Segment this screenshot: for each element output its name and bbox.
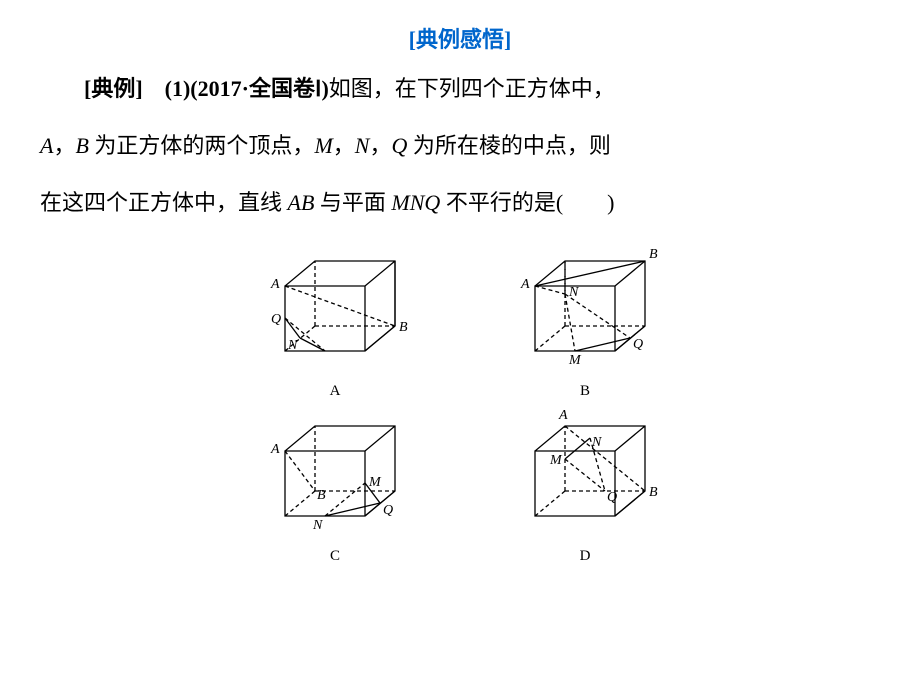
diagram-D: A B M N Q D	[460, 401, 710, 566]
line-2: A，B 为正方体的两个顶点，M，N，Q 为所在棱的中点，则	[40, 117, 880, 174]
svg-text:Q: Q	[383, 503, 393, 518]
txt2: 为所在棱的中点，则	[407, 133, 611, 158]
line-1: [典例] (1)(2017·全国卷Ⅰ)如图，在下列四个正方体中，	[40, 60, 880, 117]
line-3: 在这四个正方体中，直线 AB 与平面 MNQ 不平行的是( )	[40, 174, 880, 231]
diagram-grid: A B Q N A	[210, 236, 710, 566]
example-tag: [典例] (1)(2017·全国卷Ⅰ)	[84, 76, 329, 101]
problem-text: [典例] (1)(2017·全国卷Ⅰ)如图，在下列四个正方体中， A，B 为正方…	[0, 60, 920, 232]
svg-text:N: N	[287, 338, 298, 353]
diagram-C: A B M N Q C	[210, 401, 460, 566]
svg-text:A: A	[558, 408, 568, 423]
var-AB: AB	[288, 190, 315, 215]
diagram-A: A B Q N A	[210, 236, 460, 401]
txt5: 不平行的是( )	[440, 190, 614, 215]
svg-text:M: M	[568, 353, 582, 368]
svg-text:A: A	[270, 277, 280, 292]
svg-text:N: N	[312, 518, 323, 533]
svg-text:Q: Q	[633, 337, 643, 352]
caption-B: B	[460, 383, 710, 400]
var-A: A	[40, 133, 53, 158]
line1-text: 如图，在下列四个正方体中，	[329, 76, 615, 101]
txt1: 为正方体的两个顶点，	[89, 133, 315, 158]
svg-text:A: A	[270, 442, 280, 457]
caption-D: D	[460, 548, 710, 565]
diagram-B: A B N M Q B	[460, 236, 710, 401]
var-M: M	[314, 133, 332, 158]
var-N: N	[355, 133, 370, 158]
svg-text:M: M	[368, 475, 382, 490]
var-Q: Q	[391, 133, 407, 158]
sep3: ，	[369, 133, 391, 158]
svg-text:N: N	[568, 285, 579, 300]
txt3: 在这四个正方体中，直线	[40, 190, 288, 215]
svg-text:B: B	[649, 485, 658, 500]
svg-text:M: M	[549, 453, 563, 468]
svg-text:N: N	[591, 435, 602, 450]
sep2: ，	[333, 133, 355, 158]
svg-text:B: B	[649, 247, 658, 262]
var-B: B	[75, 133, 88, 158]
svg-text:Q: Q	[271, 312, 281, 327]
txt4: 与平面	[314, 190, 391, 215]
sep1: ，	[53, 133, 75, 158]
svg-text:B: B	[317, 488, 326, 503]
svg-text:A: A	[520, 277, 530, 292]
svg-text:B: B	[399, 320, 408, 335]
page-header: [典例感悟]	[0, 0, 920, 54]
var-MNQ: MNQ	[391, 190, 440, 215]
caption-C: C	[210, 548, 460, 565]
svg-text:Q: Q	[607, 490, 617, 505]
caption-A: A	[210, 383, 460, 400]
